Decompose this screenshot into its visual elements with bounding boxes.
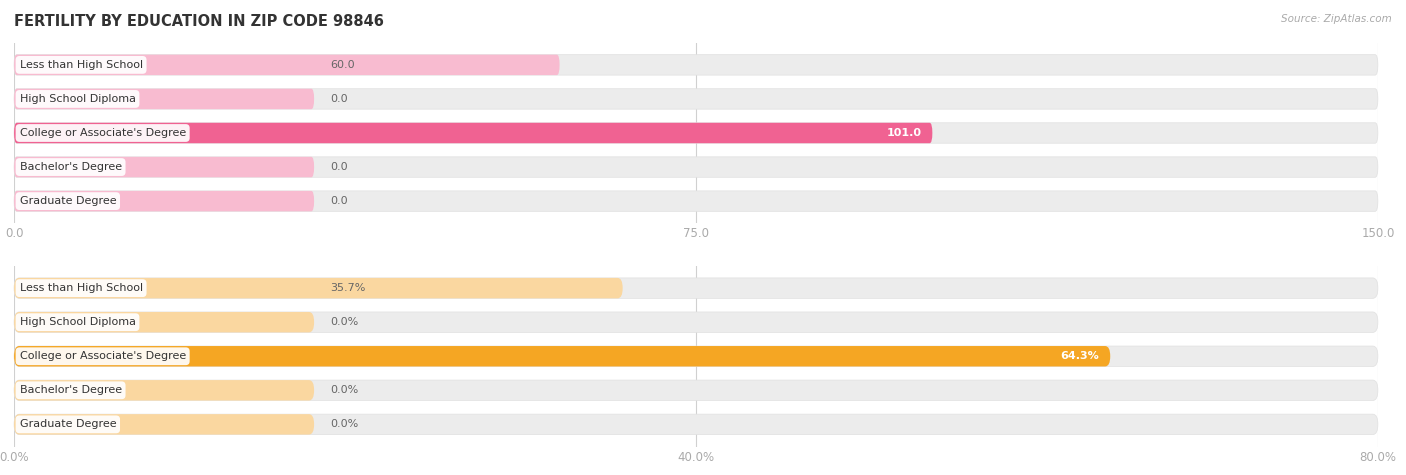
Text: 0.0: 0.0 — [330, 94, 349, 104]
Text: 0.0: 0.0 — [330, 162, 349, 172]
FancyBboxPatch shape — [14, 312, 314, 332]
FancyBboxPatch shape — [14, 312, 1378, 332]
Text: Graduate Degree: Graduate Degree — [20, 196, 117, 206]
FancyBboxPatch shape — [14, 55, 1378, 75]
Text: Bachelor's Degree: Bachelor's Degree — [20, 385, 122, 395]
FancyBboxPatch shape — [14, 89, 1378, 109]
FancyBboxPatch shape — [14, 123, 1378, 143]
Text: Graduate Degree: Graduate Degree — [20, 419, 117, 429]
FancyBboxPatch shape — [14, 55, 560, 75]
Text: High School Diploma: High School Diploma — [20, 317, 135, 327]
Text: 64.3%: 64.3% — [1060, 351, 1099, 361]
FancyBboxPatch shape — [14, 278, 1378, 298]
FancyBboxPatch shape — [14, 414, 314, 435]
FancyBboxPatch shape — [14, 123, 932, 143]
Text: Less than High School: Less than High School — [20, 283, 142, 293]
Text: Less than High School: Less than High School — [20, 60, 142, 70]
FancyBboxPatch shape — [14, 89, 314, 109]
Text: College or Associate's Degree: College or Associate's Degree — [20, 351, 186, 361]
Text: FERTILITY BY EDUCATION IN ZIP CODE 98846: FERTILITY BY EDUCATION IN ZIP CODE 98846 — [14, 14, 384, 29]
FancyBboxPatch shape — [14, 278, 623, 298]
FancyBboxPatch shape — [14, 380, 1378, 400]
Text: 0.0%: 0.0% — [330, 385, 359, 395]
Text: 0.0: 0.0 — [330, 196, 349, 206]
FancyBboxPatch shape — [14, 157, 1378, 177]
Text: Source: ZipAtlas.com: Source: ZipAtlas.com — [1281, 14, 1392, 24]
Text: High School Diploma: High School Diploma — [20, 94, 135, 104]
Text: 35.7%: 35.7% — [330, 283, 366, 293]
FancyBboxPatch shape — [14, 414, 1378, 435]
FancyBboxPatch shape — [14, 346, 1378, 367]
Text: Bachelor's Degree: Bachelor's Degree — [20, 162, 122, 172]
FancyBboxPatch shape — [14, 380, 314, 400]
FancyBboxPatch shape — [14, 191, 314, 211]
FancyBboxPatch shape — [14, 157, 314, 177]
Text: 60.0: 60.0 — [330, 60, 356, 70]
FancyBboxPatch shape — [14, 191, 1378, 211]
Text: 0.0%: 0.0% — [330, 317, 359, 327]
Text: 0.0%: 0.0% — [330, 419, 359, 429]
Text: 101.0: 101.0 — [886, 128, 921, 138]
Text: College or Associate's Degree: College or Associate's Degree — [20, 128, 186, 138]
FancyBboxPatch shape — [14, 346, 1111, 367]
